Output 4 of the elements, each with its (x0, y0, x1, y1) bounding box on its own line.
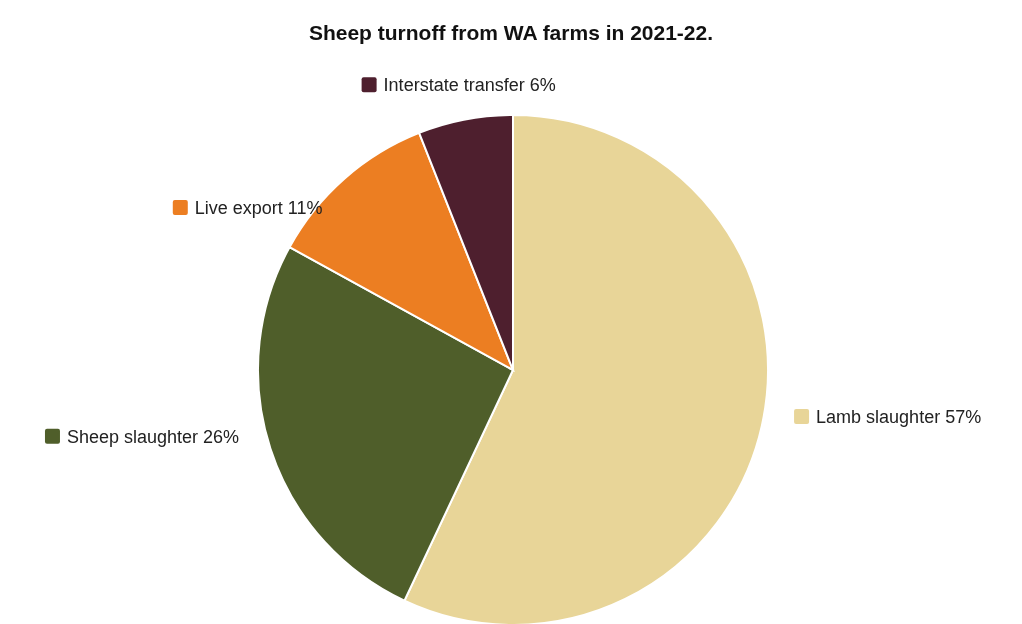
legend-label: Lamb slaughter 57% (816, 407, 982, 428)
legend-label: Sheep slaughter 26% (66, 426, 240, 447)
chart-title: Sheep turnoff from WA farms in 2021-22. (308, 21, 714, 44)
legend-label: Interstate transfer 6% (383, 75, 556, 96)
